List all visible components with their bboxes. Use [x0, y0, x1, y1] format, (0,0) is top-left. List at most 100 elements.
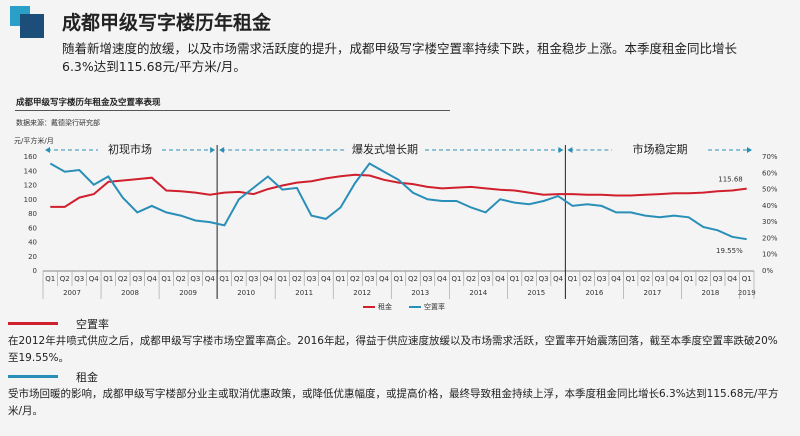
x-tick-label: Q2: [234, 275, 244, 283]
x-tick-label: Q1: [103, 275, 113, 283]
x-tick-label: Q1: [684, 275, 694, 283]
x-tick-label: Q3: [364, 275, 374, 283]
x-tick-label: Q4: [89, 275, 100, 283]
series-line: [50, 173, 747, 208]
chart-source: 数据来源：戴德梁行研究部: [16, 119, 100, 127]
y-tick-label: 40: [28, 239, 37, 247]
x-tick-label: Q2: [466, 275, 476, 283]
year-label: 2008: [121, 289, 139, 297]
x-tick-label: Q2: [698, 275, 708, 283]
x-tick-label: Q2: [292, 275, 302, 283]
phase-label: 市场稳定期: [633, 142, 688, 156]
x-tick-label: Q2: [176, 275, 186, 283]
phase-label: 初现市场: [108, 142, 152, 156]
arrow-head: [210, 147, 216, 153]
x-tick-label: Q1: [335, 275, 345, 283]
x-tick-label: Q4: [611, 275, 622, 283]
x-tick-label: Q1: [277, 275, 287, 283]
x-tick-label: Q2: [582, 275, 592, 283]
x-tick-label: Q3: [423, 275, 433, 283]
note-text: 受市场回暖的影响，成都甲级写字楼部分业主或取消优惠政策，或降低优惠幅度，或提高价…: [8, 388, 779, 417]
x-tick-label: Q4: [669, 275, 680, 283]
data-label: 19.55%: [716, 247, 743, 255]
x-tick-label: Q1: [394, 275, 404, 283]
y2-tick-label: 50%: [762, 186, 778, 194]
x-tick-label: Q4: [437, 275, 448, 283]
x-tick-label: Q4: [727, 275, 738, 283]
x-tick-label: Q3: [306, 275, 316, 283]
x-tick-label: Q4: [321, 275, 332, 283]
note-text: 在2012年井喷式供应之后，成都甲级写字楼市场空置率高企。2016年起，得益于供…: [8, 335, 778, 364]
x-tick-label: Q3: [132, 275, 142, 283]
x-tick-label: Q2: [350, 275, 360, 283]
x-tick-label: Q1: [510, 275, 520, 283]
note-label: 租金: [76, 371, 98, 384]
x-tick-label: Q1: [161, 275, 171, 283]
y2-tick-label: 0%: [762, 267, 773, 275]
phase-label: 爆发式增长期: [352, 142, 418, 156]
x-tick-label: Q1: [626, 275, 636, 283]
x-tick-label: Q4: [553, 275, 564, 283]
year-label: 2014: [469, 289, 487, 297]
note-swatch: [8, 375, 58, 378]
year-label: 2017: [644, 289, 662, 297]
legend-label: 租金: [378, 302, 392, 311]
x-tick-label: Q3: [597, 275, 607, 283]
x-tick-label: Q4: [495, 275, 506, 283]
x-tick-label: Q1: [219, 275, 229, 283]
arrow-head: [45, 147, 50, 153]
data-label: 115.68: [718, 176, 743, 184]
year-label: 2016: [585, 289, 603, 297]
x-tick-label: Q2: [640, 275, 650, 283]
x-tick-label: Q2: [524, 275, 534, 283]
x-tick-label: Q3: [248, 275, 258, 283]
arrow-head: [558, 147, 564, 153]
summary: 随着新增速度的放缓，以及市场需求活跃度的提升，成都甲级写字楼空置率持续下跌，租金…: [62, 41, 738, 74]
year-label: 2009: [179, 289, 197, 297]
year-label: 2019: [738, 289, 756, 297]
y2-tick-label: 30%: [762, 218, 778, 226]
y-tick-label: 20: [28, 253, 37, 261]
x-tick-label: Q1: [568, 275, 578, 283]
x-tick-label: Q3: [74, 275, 84, 283]
y2-tick-label: 10%: [762, 251, 778, 259]
rule: [15, 110, 450, 111]
year-label: 2013: [411, 289, 429, 297]
year-label: 2015: [527, 289, 545, 297]
arrow-head: [567, 147, 573, 153]
x-tick-label: Q1: [45, 275, 55, 283]
y2-tick-label: 60%: [762, 169, 778, 177]
x-tick-label: Q3: [713, 275, 723, 283]
arrow-head: [219, 147, 225, 153]
x-tick-label: Q3: [655, 275, 665, 283]
y-tick-label: 0: [33, 267, 37, 275]
series-line: [49, 162, 747, 241]
note-label: 空置率: [76, 318, 109, 331]
y-tick-label: 120: [24, 182, 37, 190]
y2-tick-label: 40%: [762, 202, 778, 210]
x-tick-label: Q3: [481, 275, 491, 283]
x-tick-label: Q4: [263, 275, 274, 283]
y2-tick-label: 70%: [762, 153, 778, 161]
chart-title: 成都甲级写字楼历年租金及空置率表现: [16, 98, 161, 108]
x-tick-label: Q4: [205, 275, 216, 283]
x-tick-label: Q3: [539, 275, 549, 283]
year-label: 2018: [702, 289, 720, 297]
y-tick-label: 160: [24, 153, 37, 161]
legend-label: 空置率: [424, 302, 445, 311]
x-tick-label: Q1: [452, 275, 462, 283]
x-tick-label: Q2: [408, 275, 418, 283]
y-tick-label: 80: [28, 210, 37, 218]
year-label: 2012: [353, 289, 371, 297]
year-label: 2007: [63, 289, 81, 297]
y-axis-label: 元/平方米/月: [14, 136, 54, 145]
year-label: 2011: [295, 289, 313, 297]
y-tick-label: 100: [24, 196, 37, 204]
year-label: 2010: [237, 289, 255, 297]
x-tick-label: Q4: [379, 275, 390, 283]
x-tick-label: Q2: [60, 275, 70, 283]
x-tick-label: Q3: [190, 275, 200, 283]
y2-tick-label: 20%: [762, 234, 778, 242]
